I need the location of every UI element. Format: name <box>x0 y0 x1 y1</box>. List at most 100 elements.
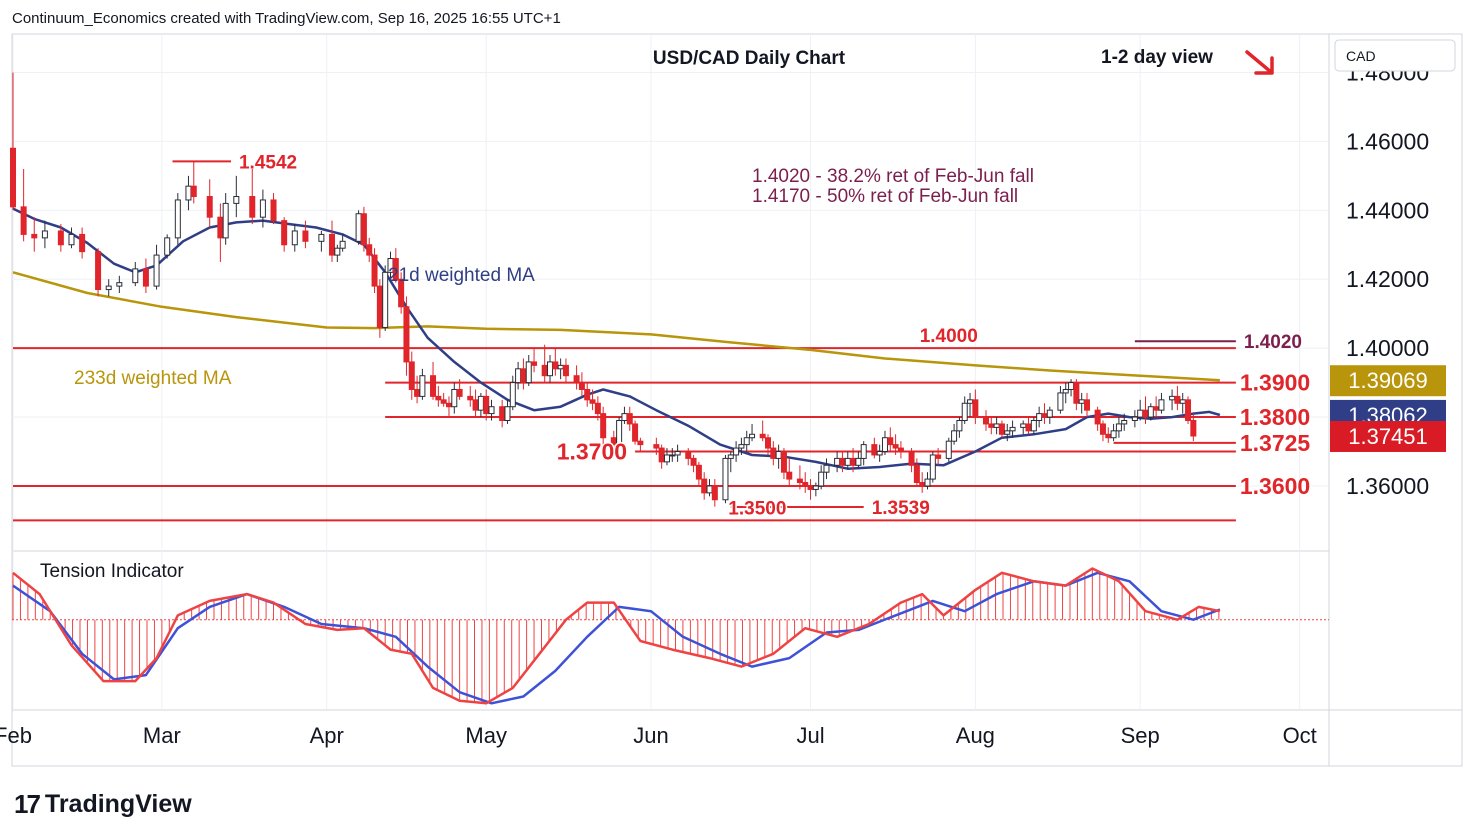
price-tick-label: 1.36000 <box>1346 473 1429 499</box>
candle <box>669 448 676 462</box>
candle-body <box>733 447 740 456</box>
candle-body <box>477 395 484 411</box>
candle-body <box>1185 399 1192 421</box>
candle <box>142 258 149 293</box>
candle-body <box>95 251 102 291</box>
candle <box>329 220 336 262</box>
candle <box>488 399 495 421</box>
candle <box>818 465 825 490</box>
candle <box>584 382 591 407</box>
candle <box>1137 399 1144 421</box>
candles <box>10 72 1197 507</box>
candle-body <box>259 199 266 218</box>
candle <box>908 448 915 473</box>
tradingview-logo-icon: 17 <box>14 788 41 819</box>
time-tick-label: Aug <box>956 723 995 748</box>
candle <box>711 479 718 507</box>
candle-body <box>929 454 936 480</box>
candle-body <box>451 388 458 408</box>
candle-body <box>31 233 38 239</box>
candle-body <box>408 361 415 390</box>
candle-body <box>663 454 670 463</box>
tradingview-wordmark: TradingView <box>44 789 192 818</box>
candle <box>945 437 952 462</box>
candle-body <box>190 185 197 198</box>
candle <box>834 451 841 473</box>
candle <box>897 441 904 459</box>
candle-body <box>1004 430 1011 435</box>
level-label: 1.4000 <box>920 326 978 347</box>
candle-body <box>1158 399 1165 411</box>
candle <box>483 389 490 421</box>
candle <box>562 358 569 383</box>
candle-body <box>850 457 857 466</box>
candle-body <box>1036 413 1043 421</box>
candle <box>1009 420 1016 438</box>
candle <box>663 448 670 466</box>
candle <box>764 434 771 455</box>
candle <box>759 420 766 442</box>
candle-body <box>722 457 729 501</box>
candle <box>1020 420 1027 435</box>
candle <box>185 175 192 211</box>
candle <box>956 417 963 438</box>
candle <box>509 375 516 411</box>
candle-body <box>1009 426 1016 432</box>
candle <box>674 444 681 462</box>
tension-indicator <box>12 567 1329 705</box>
candle-body <box>658 447 665 463</box>
level-label: 1.3725 <box>1240 430 1311 456</box>
badge-233d-ma: 1.39069 <box>1330 365 1446 397</box>
candle-body <box>887 437 894 446</box>
candle-body <box>116 282 123 287</box>
horizontal-levels <box>13 160 1236 522</box>
candle-body <box>557 364 564 370</box>
candle <box>892 434 899 455</box>
candle <box>706 479 713 497</box>
candle-body <box>419 375 426 397</box>
candle <box>1131 410 1138 428</box>
candle <box>951 423 958 445</box>
time-tick-label: Jul <box>796 723 824 748</box>
time-axis[interactable]: Feb Mar Apr May Jun Jul Aug Sep Oct <box>0 723 1317 748</box>
candle <box>1174 386 1181 411</box>
candle-body <box>10 147 16 208</box>
candle-body <box>302 230 309 242</box>
candle <box>68 227 75 249</box>
candle-body <box>961 402 968 421</box>
candle <box>217 203 224 262</box>
candle <box>1185 396 1192 424</box>
candle-body <box>1115 423 1122 432</box>
candle-body <box>360 213 367 246</box>
candle-body <box>802 482 809 487</box>
candle <box>504 399 511 424</box>
candle <box>812 482 819 497</box>
candle-body <box>897 447 904 453</box>
candle-body <box>105 285 112 291</box>
candle <box>578 372 585 397</box>
candle-body <box>1062 388 1069 394</box>
currency-label: CAD <box>1346 48 1376 64</box>
candle-body <box>871 444 878 456</box>
candle <box>982 410 989 431</box>
ma21-line <box>12 207 1221 470</box>
candle <box>1110 423 1117 442</box>
candle <box>153 244 160 290</box>
candle <box>472 389 479 418</box>
candle-body <box>531 361 538 366</box>
candle <box>1169 389 1176 411</box>
candle <box>1078 392 1085 414</box>
candle <box>57 224 64 252</box>
candle <box>733 441 740 462</box>
candle <box>1115 417 1122 438</box>
candle-body <box>578 382 585 390</box>
candle-body <box>876 451 883 456</box>
candle-body <box>621 413 628 421</box>
candle <box>637 437 644 452</box>
currency-box[interactable] <box>1334 39 1456 72</box>
level-label: 1.3500 <box>728 498 786 519</box>
candle-body <box>1078 399 1085 404</box>
tradingview-logo[interactable]: 17 TradingView <box>14 786 192 822</box>
candle-body <box>706 485 713 494</box>
